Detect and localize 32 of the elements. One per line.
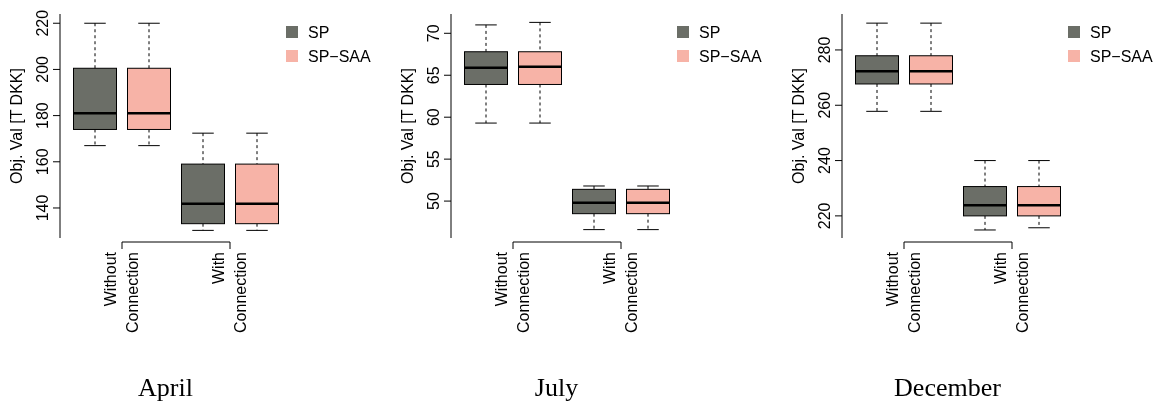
legend-label: SP−SAA <box>1090 48 1154 65</box>
text: April <box>138 373 193 402</box>
x-tick-label: With Connection <box>210 252 249 333</box>
y-tick-label: 50 <box>425 192 442 210</box>
y-tick-label: 140 <box>34 194 51 222</box>
x-tick-label: Without Connection <box>493 251 532 333</box>
legend-label: SP <box>699 24 721 41</box>
y-tick-label: 60 <box>425 108 442 127</box>
x-tick-label: With Connection <box>601 252 640 333</box>
legend-label: SP <box>1090 24 1112 41</box>
text: July <box>534 373 579 402</box>
legend-label: SP <box>308 24 330 41</box>
y-tick-label: 280 <box>816 36 833 64</box>
y-tick-label: 55 <box>425 150 442 169</box>
y-tick-label: 180 <box>34 102 51 129</box>
y-tick-label: 70 <box>425 24 442 43</box>
y-axis-title: Obj. Val [T DKK] <box>790 68 807 184</box>
x-tick-label: With Connection <box>992 252 1031 333</box>
y-tick-label: 260 <box>816 91 833 119</box>
y-axis-title: Obj. Val [T DKK] <box>8 68 25 184</box>
y-tick-label: 220 <box>34 9 51 37</box>
y-axis-title: Obj. Val [T DKK] <box>399 68 416 184</box>
text: December <box>894 373 1002 402</box>
x-tick-label: Without Connection <box>102 251 141 333</box>
y-tick-label: 200 <box>34 55 51 83</box>
legend-label: SP−SAA <box>308 48 372 65</box>
y-tick-label: 160 <box>34 148 51 176</box>
x-tick-label: Without Connection <box>884 251 923 333</box>
y-tick-label: 240 <box>816 147 833 174</box>
legend-label: SP−SAA <box>699 48 763 65</box>
y-tick-label: 220 <box>816 202 833 230</box>
y-tick-label: 65 <box>425 66 442 85</box>
